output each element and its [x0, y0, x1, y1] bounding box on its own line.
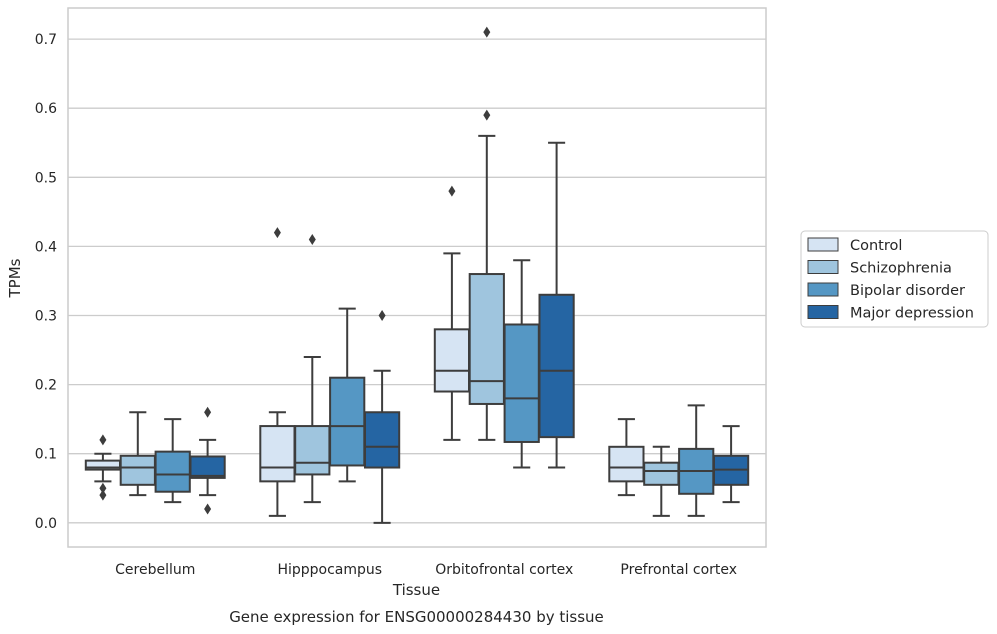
y-tick-label: 0.4 — [35, 239, 57, 255]
box-plot — [119, 411, 156, 497]
outlier-point — [448, 185, 456, 197]
box-body — [538, 293, 575, 439]
y-tick-label: 0.3 — [35, 309, 57, 325]
y-tick-label: 0.5 — [35, 170, 57, 186]
box-plot — [608, 418, 645, 497]
y-tick-label: 0.1 — [35, 447, 57, 463]
outlier-point — [99, 482, 107, 494]
y-axis-label: TPMs — [6, 258, 24, 298]
legend-label: Control — [850, 238, 902, 254]
x-tick-label: Cerebellum — [115, 562, 195, 578]
box-body — [329, 376, 366, 467]
x-tick-label: Hipppocampus — [277, 562, 382, 578]
chart-caption: Gene expression for ENSG00000284430 by t… — [229, 608, 604, 626]
box-body — [503, 323, 540, 443]
box-plot — [363, 310, 401, 524]
x-tick-labels: Cerebellum Hipppocampus Orbitofrontal cort… — [115, 562, 737, 578]
x-axis-label: Tissue — [392, 581, 440, 599]
box-plot — [189, 406, 226, 515]
legend-swatch — [807, 237, 839, 252]
outlier-point — [204, 406, 212, 418]
box-body — [259, 425, 296, 483]
legend-swatch — [807, 260, 839, 274]
box-plot — [433, 185, 471, 441]
y-tick-label: 0.0 — [35, 516, 57, 532]
box-body — [189, 455, 226, 479]
box-plots — [84, 26, 750, 524]
box-plot — [468, 26, 505, 441]
box-body — [294, 425, 331, 476]
legend-label: Schizophrenia — [850, 261, 952, 277]
box-plot — [678, 404, 715, 517]
legend-swatch — [807, 305, 839, 319]
box-body — [433, 328, 471, 393]
box-plot — [538, 141, 575, 469]
outlier-point — [273, 227, 281, 239]
y-tick-label: 0.6 — [35, 101, 57, 117]
box-body — [363, 411, 401, 469]
box-plot — [712, 425, 750, 504]
outlier-point — [308, 233, 316, 245]
legend-frame — [800, 230, 989, 328]
outlier-point — [378, 310, 386, 322]
box-plot — [503, 259, 540, 469]
box-body — [468, 273, 505, 405]
box-body — [643, 461, 680, 486]
outlier-point — [99, 489, 107, 501]
legend: Control Schizophrenia Bipolar disorder Majo… — [800, 230, 989, 328]
y-tick-label: 0.7 — [35, 32, 57, 48]
y-tick-label: 0.2 — [35, 378, 57, 394]
box-plot — [259, 227, 296, 517]
y-tick-labels: 0.0 0.1 0.2 0.3 0.4 0.5 0.6 0.7 — [35, 32, 57, 532]
box-body — [154, 450, 191, 493]
box-plot — [84, 434, 122, 501]
legend-label: Major depression — [850, 306, 974, 322]
outlier-point — [204, 503, 212, 515]
legend-label: Bipolar disorder — [850, 283, 965, 299]
x-tick-label: Orbitofrontal cortex — [435, 562, 573, 578]
x-tick-label: Prefrontal cortex — [620, 562, 737, 578]
outlier-point — [483, 109, 491, 121]
box-body — [608, 445, 645, 483]
outlier-point — [483, 26, 491, 38]
legend-swatch — [807, 282, 839, 297]
box-body — [119, 454, 156, 486]
outlier-point — [99, 434, 107, 446]
